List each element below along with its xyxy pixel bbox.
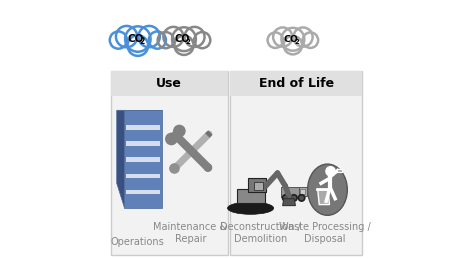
- Circle shape: [326, 167, 335, 176]
- Circle shape: [128, 35, 148, 56]
- FancyBboxPatch shape: [126, 141, 160, 146]
- FancyBboxPatch shape: [230, 70, 362, 96]
- Circle shape: [292, 196, 296, 199]
- Text: Maintenance &
Repair: Maintenance & Repair: [153, 222, 228, 243]
- Polygon shape: [283, 199, 296, 206]
- FancyBboxPatch shape: [111, 70, 228, 96]
- Circle shape: [110, 32, 127, 49]
- Circle shape: [139, 26, 160, 47]
- Text: 2: 2: [295, 39, 299, 45]
- Circle shape: [204, 164, 211, 171]
- Circle shape: [293, 27, 313, 47]
- Circle shape: [116, 26, 137, 47]
- Circle shape: [172, 27, 196, 51]
- Text: Waste Processing /
Disposal: Waste Processing / Disposal: [279, 222, 371, 243]
- Text: Use: Use: [156, 77, 182, 90]
- FancyBboxPatch shape: [126, 125, 160, 130]
- Circle shape: [284, 196, 287, 199]
- FancyBboxPatch shape: [299, 189, 305, 194]
- FancyBboxPatch shape: [126, 157, 160, 162]
- FancyBboxPatch shape: [230, 70, 362, 255]
- Circle shape: [300, 196, 303, 199]
- Circle shape: [194, 32, 210, 48]
- FancyBboxPatch shape: [248, 178, 266, 192]
- Ellipse shape: [228, 202, 274, 214]
- Text: Deconstruction /
Demolition: Deconstruction / Demolition: [220, 222, 301, 243]
- Text: Operations: Operations: [111, 237, 165, 247]
- Circle shape: [298, 195, 305, 201]
- FancyBboxPatch shape: [124, 110, 162, 208]
- Circle shape: [281, 28, 304, 51]
- Circle shape: [303, 32, 318, 48]
- Circle shape: [170, 164, 179, 173]
- FancyBboxPatch shape: [254, 182, 263, 190]
- Circle shape: [284, 36, 302, 54]
- FancyBboxPatch shape: [236, 189, 265, 203]
- Text: 2: 2: [186, 39, 191, 45]
- FancyBboxPatch shape: [126, 190, 160, 195]
- Circle shape: [290, 195, 297, 201]
- FancyBboxPatch shape: [126, 174, 160, 178]
- Text: 2: 2: [140, 37, 145, 46]
- FancyBboxPatch shape: [298, 187, 307, 196]
- Circle shape: [184, 27, 204, 47]
- Circle shape: [163, 27, 184, 47]
- FancyBboxPatch shape: [337, 169, 342, 172]
- Text: CO: CO: [175, 34, 190, 44]
- Ellipse shape: [307, 164, 347, 215]
- Text: CO: CO: [128, 34, 144, 44]
- Circle shape: [166, 133, 177, 145]
- Circle shape: [268, 32, 283, 48]
- Circle shape: [175, 36, 193, 55]
- Circle shape: [125, 26, 150, 52]
- Polygon shape: [117, 110, 124, 208]
- Polygon shape: [318, 190, 330, 205]
- Circle shape: [158, 32, 174, 48]
- Text: CO: CO: [284, 35, 298, 44]
- Circle shape: [282, 195, 289, 201]
- FancyBboxPatch shape: [280, 187, 299, 197]
- Circle shape: [149, 32, 166, 49]
- Circle shape: [174, 125, 185, 137]
- FancyBboxPatch shape: [111, 70, 228, 255]
- Text: End of Life: End of Life: [259, 77, 333, 90]
- Circle shape: [273, 27, 292, 47]
